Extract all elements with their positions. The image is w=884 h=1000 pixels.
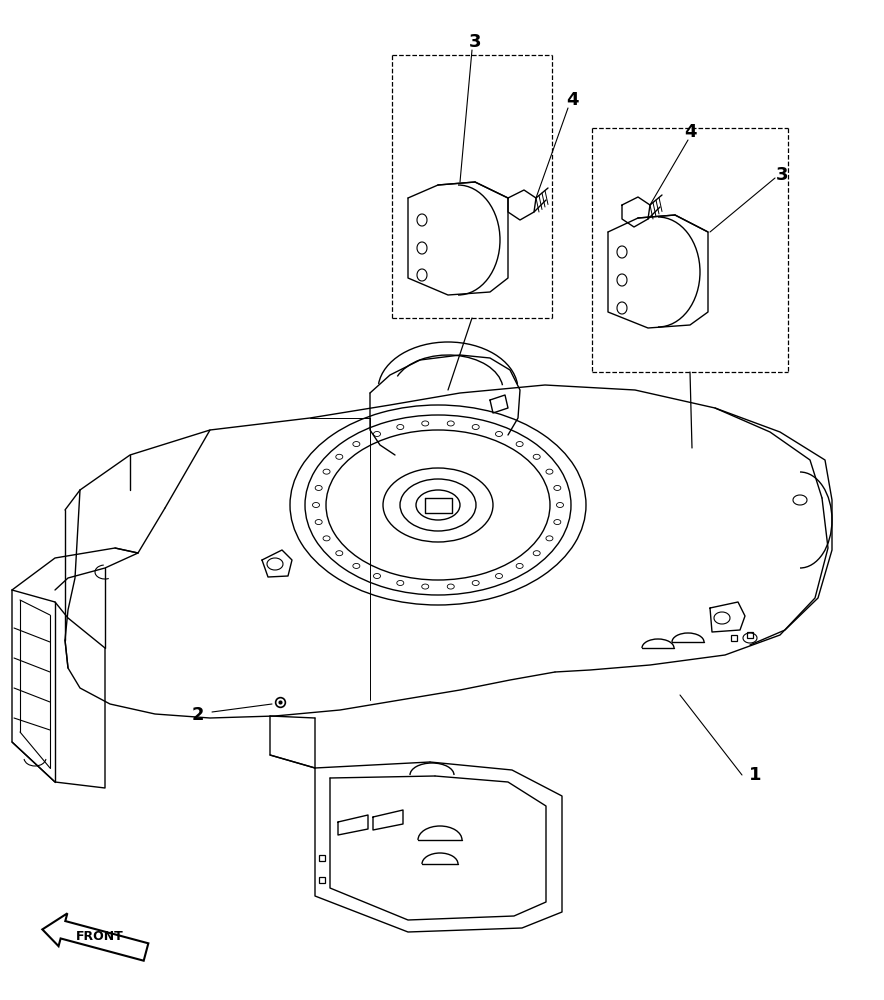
Text: FRONT: FRONT xyxy=(76,930,124,944)
Text: 2: 2 xyxy=(192,706,204,724)
Text: 4: 4 xyxy=(566,91,578,109)
Text: 1: 1 xyxy=(749,766,761,784)
Text: 3: 3 xyxy=(776,166,789,184)
Text: 3: 3 xyxy=(469,33,481,51)
Polygon shape xyxy=(42,913,149,961)
Text: 4: 4 xyxy=(683,123,697,141)
